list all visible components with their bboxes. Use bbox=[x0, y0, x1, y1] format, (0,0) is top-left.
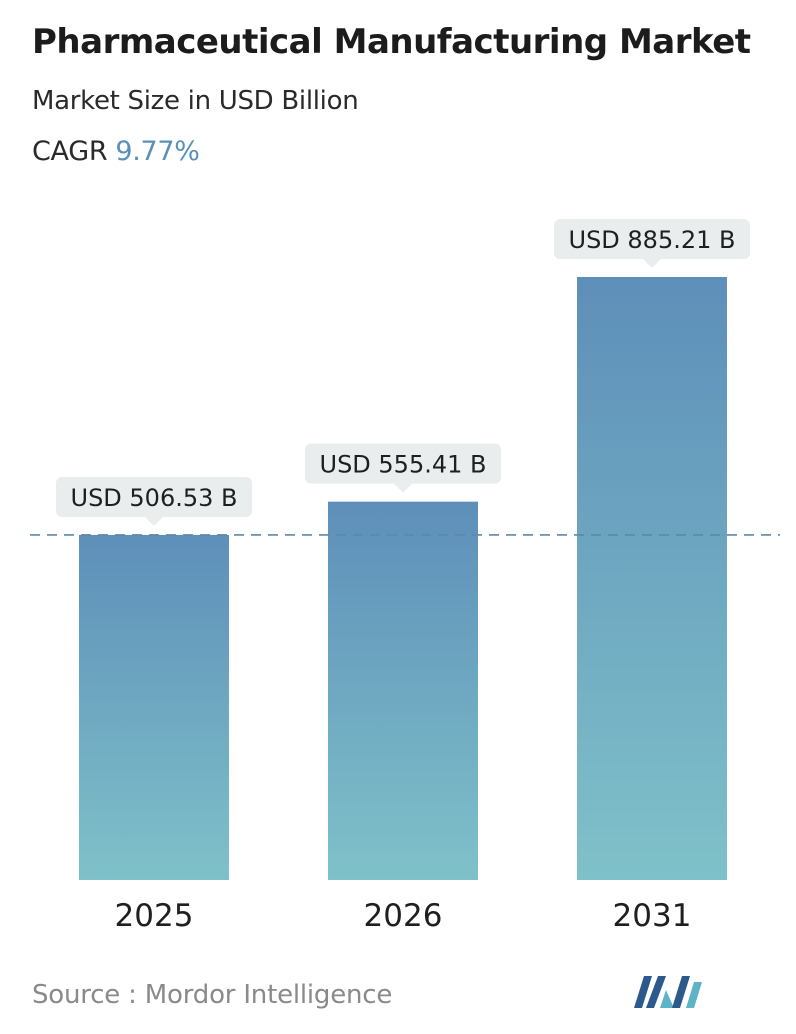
value-label-2031: USD 885.21 B bbox=[554, 219, 750, 268]
x-tick-label-2026: 2026 bbox=[364, 898, 443, 934]
bar-chart: USD 506.53 B 2025 USD 555.41 B 2026 USD 885.… bbox=[30, 219, 780, 934]
value-label-text: USD 506.53 B bbox=[71, 484, 238, 512]
cagr-line: CAGR 9.77% bbox=[32, 136, 200, 167]
value-label-text: USD 555.41 B bbox=[320, 451, 487, 479]
chart-title: Pharmaceutical Manufacturing Market bbox=[32, 22, 751, 62]
value-label-2026: USD 555.41 B bbox=[305, 443, 501, 493]
cagr-label: CAGR bbox=[32, 136, 108, 167]
source-text: Source : Mordor Intelligence bbox=[32, 980, 393, 1010]
value-label-text: USD 885.21 B bbox=[569, 226, 736, 254]
bar-2025 bbox=[79, 534, 229, 880]
bar-2026 bbox=[328, 501, 478, 880]
x-tick-label-2031: 2031 bbox=[613, 898, 692, 934]
x-tick-label-2025: 2025 bbox=[115, 898, 194, 934]
mordor-intelligence-logo-icon bbox=[634, 976, 702, 1008]
chart-subtitle: Market Size in USD Billion bbox=[32, 86, 359, 116]
value-label-2025: USD 506.53 B bbox=[56, 476, 252, 526]
bar-2031 bbox=[577, 277, 727, 880]
cagr-value: 9.77% bbox=[115, 136, 200, 167]
